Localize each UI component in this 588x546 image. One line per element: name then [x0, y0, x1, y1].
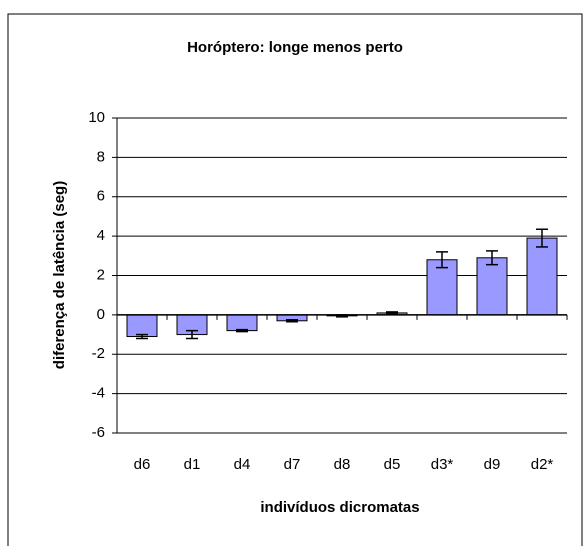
y-tick-label: 2 — [97, 266, 105, 283]
y-tick-label: 0 — [97, 306, 105, 323]
error-bar — [236, 328, 248, 333]
error-bar — [536, 228, 548, 248]
x-tick-label: d3* — [431, 456, 454, 473]
y-tick-label: 10 — [88, 109, 105, 126]
error-bar — [486, 250, 498, 266]
x-tick-label: d7 — [284, 456, 301, 473]
x-tick-label: d6 — [134, 456, 151, 473]
x-tick-label: d9 — [484, 456, 501, 473]
x-axis-title: indivíduos dicromatas — [260, 499, 419, 516]
bar — [226, 314, 258, 332]
x-tick-label: d1 — [184, 456, 201, 473]
y-axis-title: diferença de latência (seg) — [51, 181, 68, 369]
bar — [426, 259, 458, 316]
y-tick-label: -2 — [92, 345, 105, 362]
bar — [476, 257, 508, 316]
bar — [526, 237, 558, 316]
y-tick-label: 4 — [97, 227, 105, 244]
y-tick-label: 6 — [97, 188, 105, 205]
chart-title: Horóptero: longe menos perto — [187, 39, 403, 56]
x-tick-label: d8 — [334, 456, 351, 473]
x-tick-label: d2* — [531, 456, 554, 473]
error-bar — [286, 319, 298, 323]
error-bar — [186, 329, 198, 340]
y-tick-label: 8 — [97, 148, 105, 165]
x-tick-label: d5 — [384, 456, 401, 473]
x-tick-label: d4 — [234, 456, 251, 473]
bar — [126, 314, 158, 338]
error-bar — [136, 333, 148, 340]
error-bar — [386, 311, 398, 315]
y-tick-label: -4 — [92, 385, 105, 402]
error-bar — [436, 251, 448, 269]
y-tick-label: -6 — [92, 424, 105, 441]
